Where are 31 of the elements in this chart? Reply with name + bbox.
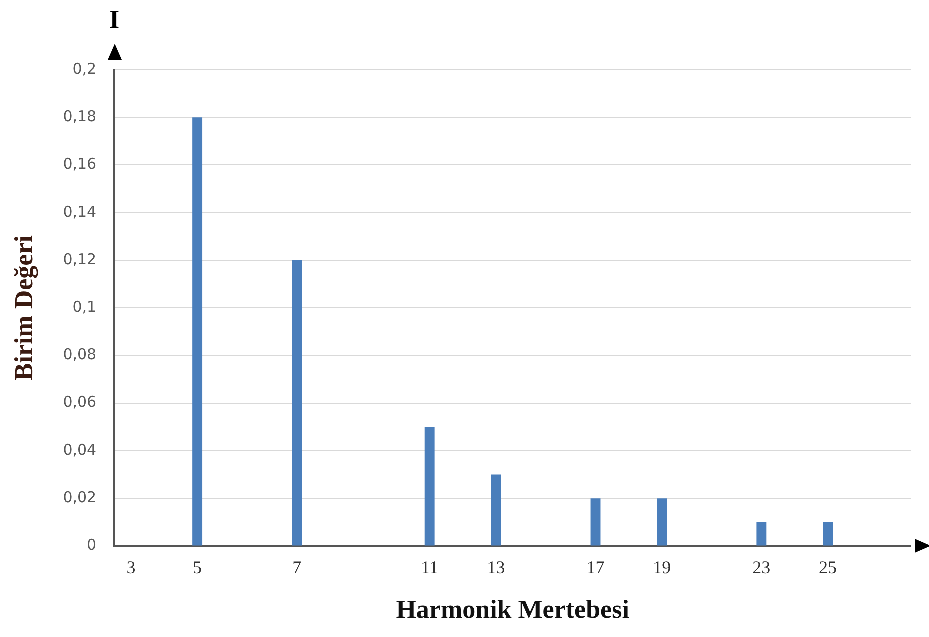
y-tick-label: 0,08: [63, 346, 97, 364]
bar: [756, 522, 767, 546]
bar: [292, 260, 302, 546]
x-tick-label: 13: [487, 558, 506, 578]
y-tick-label: 0,02: [63, 488, 97, 506]
x-tick-label: 19: [653, 558, 672, 578]
bar: [657, 498, 668, 546]
x-tick-label: 7: [292, 558, 302, 578]
x-tick-label: 5: [193, 558, 202, 578]
bar: [424, 427, 435, 546]
x-tick-label: 23: [752, 558, 771, 578]
y-tick-label: 0,2: [72, 60, 97, 78]
x-tick-label: 11: [421, 558, 439, 578]
x-axis-title: Harmonik Mertebesi: [396, 595, 630, 624]
bar: [823, 522, 834, 546]
y-tick-label: 0,1: [72, 298, 97, 316]
y-axis-title: Birim Değeri: [9, 236, 38, 381]
y-tick-label: 0,16: [63, 155, 97, 174]
x-tick-label: 25: [819, 558, 838, 578]
bar: [590, 498, 601, 546]
x-tick-label: 17: [586, 558, 605, 578]
y-tick-label: 0: [87, 536, 97, 554]
y-tick-label: 0,12: [63, 250, 97, 268]
y-tick-label: 0,06: [63, 393, 97, 412]
bar: [491, 474, 502, 546]
y-tick-label: 0,04: [63, 440, 97, 459]
x-tick-label: 3: [126, 558, 136, 578]
y-tick-label: 0,18: [63, 108, 97, 126]
y-tick-label: 0,14: [63, 202, 97, 221]
text: I: [110, 5, 120, 34]
bar: [192, 118, 203, 546]
